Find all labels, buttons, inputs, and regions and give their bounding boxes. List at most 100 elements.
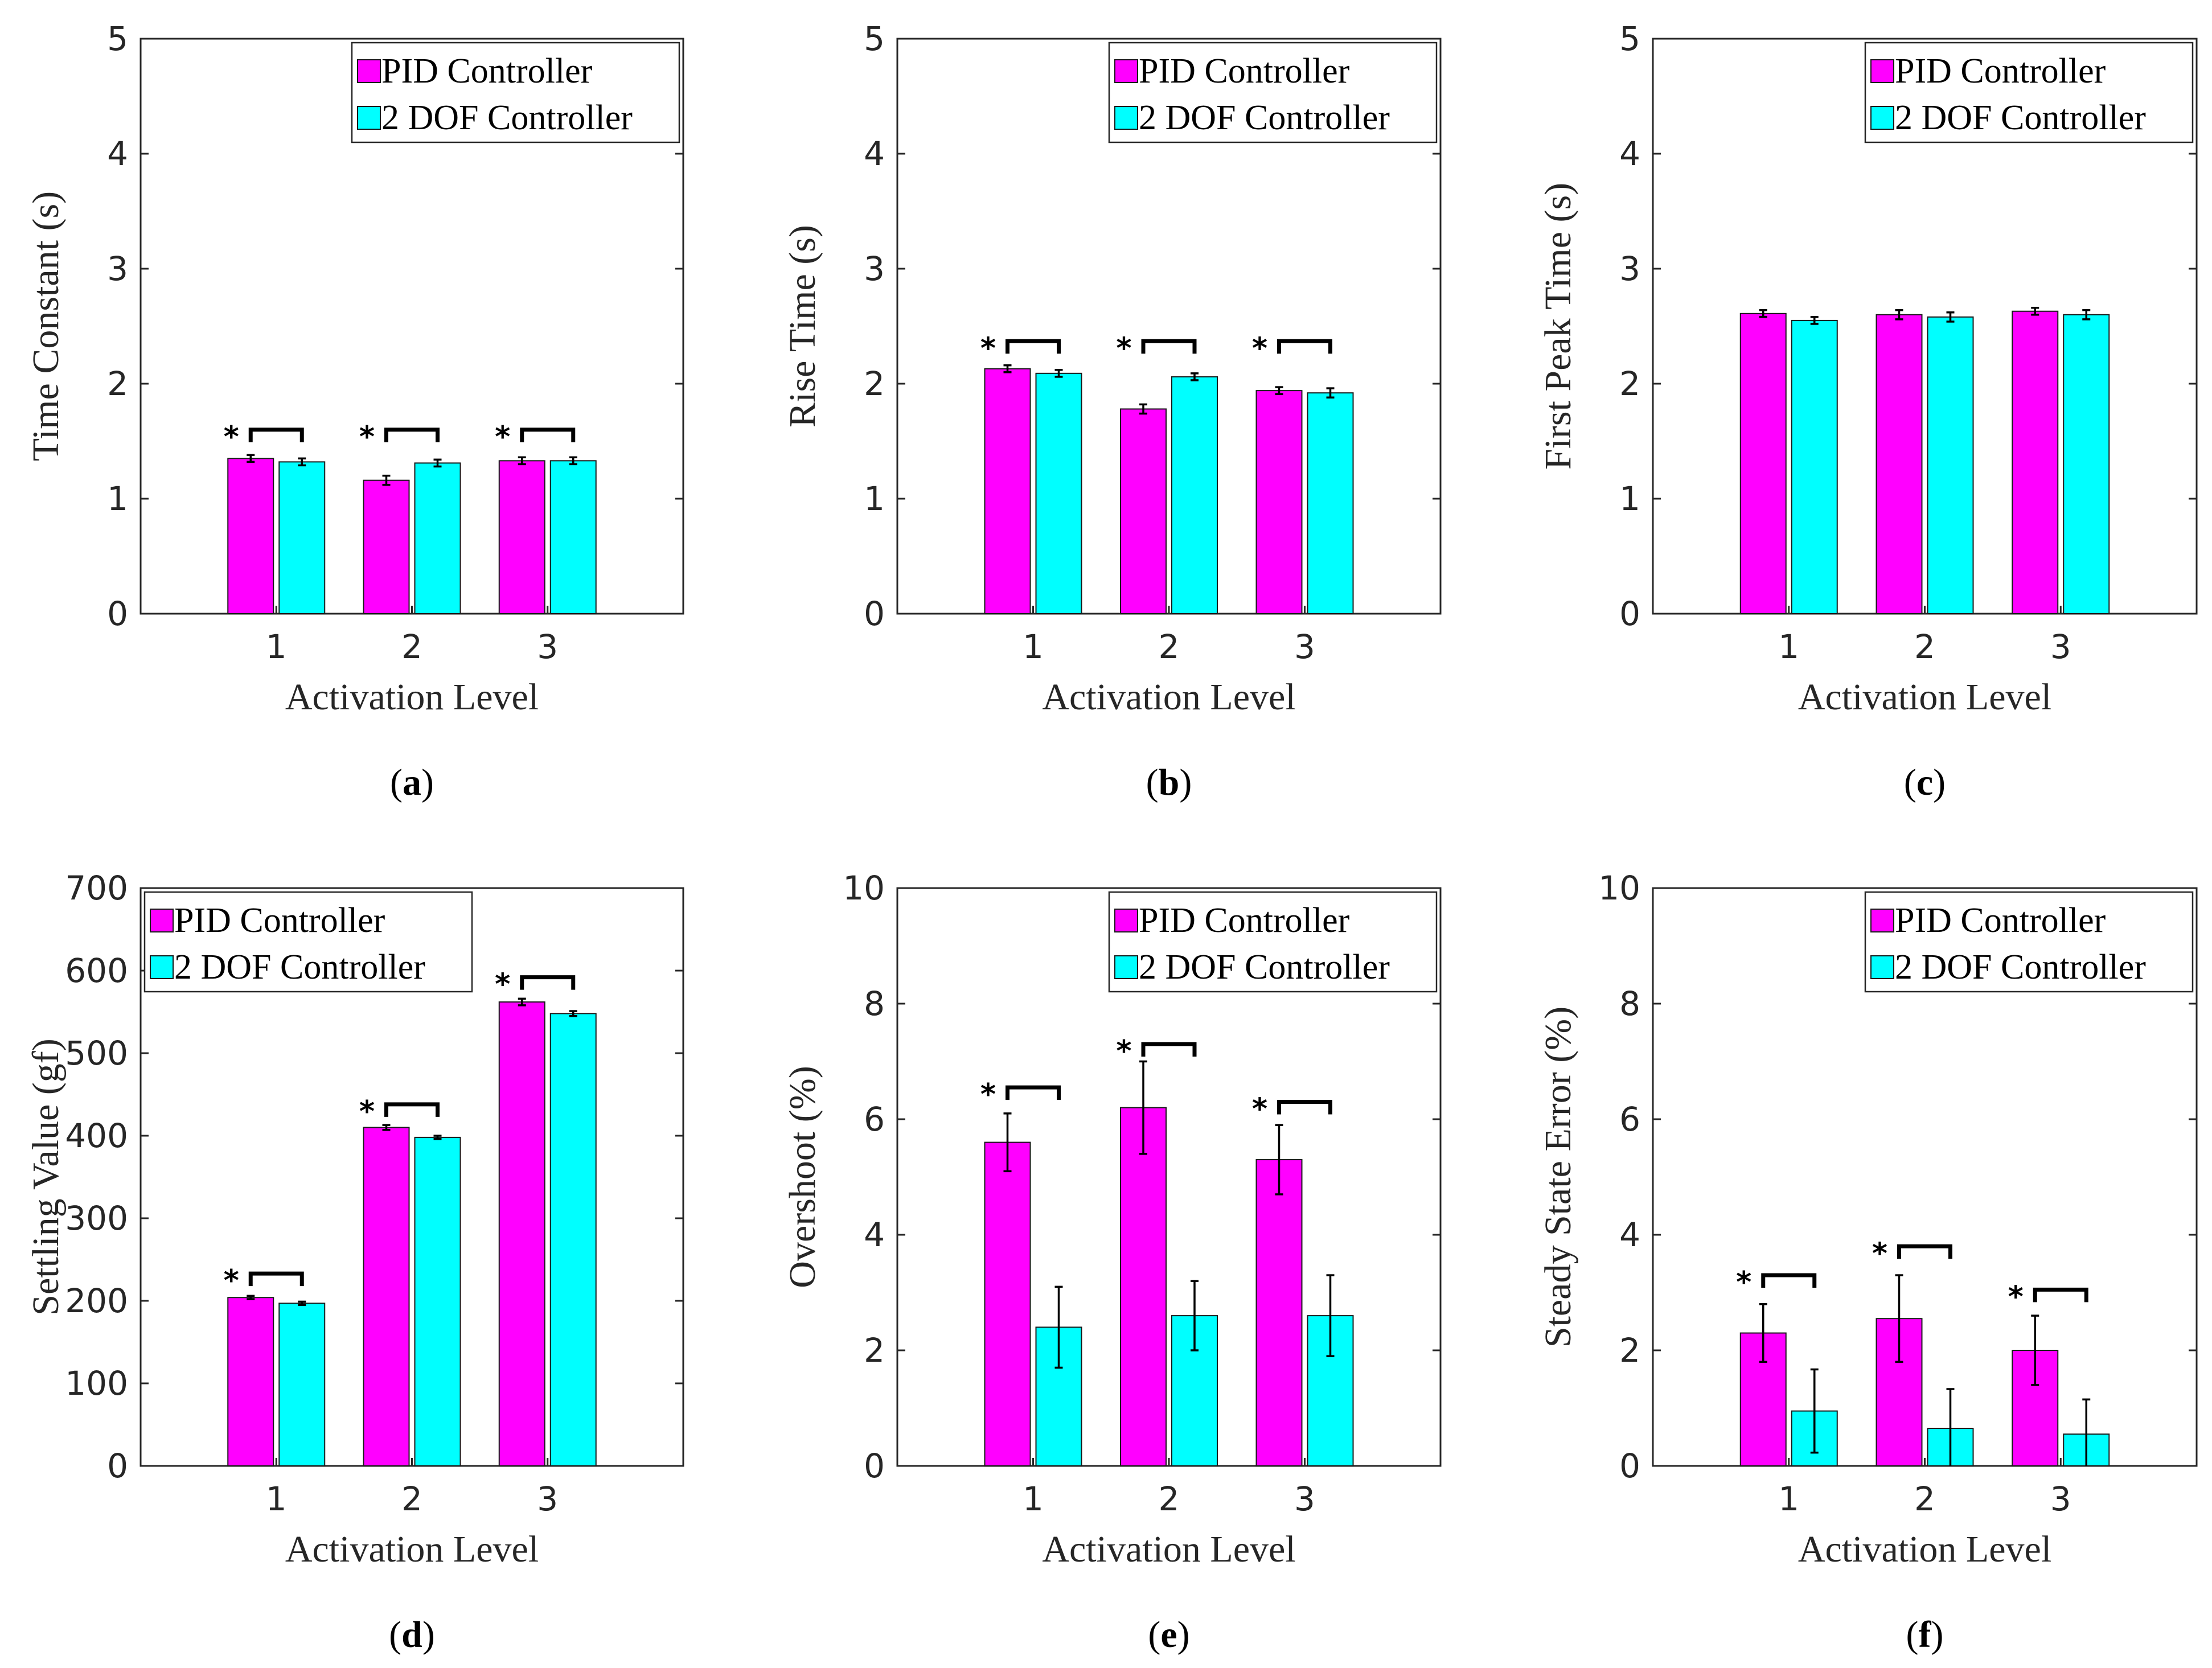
y-tick-label: 100 <box>65 1364 128 1403</box>
chart-panel-b: 0 1 2 3 4 5 1 2 3 * * * PID Controller 2 DOF Controll… <box>782 19 1442 803</box>
y-axis-title: Rise Time (s) <box>782 225 823 428</box>
significance-bracket <box>248 1271 304 1287</box>
legend-swatch-2dof <box>1114 106 1138 130</box>
bar-2dof-controller <box>414 462 461 614</box>
y-tick-label: 200 <box>65 1281 128 1320</box>
y-tick-label: 2 <box>107 364 128 403</box>
significance-bracket <box>1006 1085 1061 1100</box>
significance-star: * <box>359 1095 375 1129</box>
bar-2dof-controller <box>1927 316 1974 614</box>
significance-star: * <box>2008 1280 2024 1314</box>
legend-label-pid: PID Controller <box>1139 901 1350 940</box>
y-tick-label: 1 <box>107 479 128 518</box>
x-tick-label: 3 <box>537 1480 558 1518</box>
legend-swatch-2dof <box>1870 106 1894 130</box>
y-tick-label: 8 <box>1619 984 1640 1023</box>
significance-bracket <box>1761 1273 1817 1288</box>
x-tick-label: 2 <box>401 627 422 666</box>
x-tick-label: 3 <box>537 627 558 666</box>
bar-2dof-controller <box>549 1013 597 1466</box>
legend-box <box>1864 42 2194 143</box>
significance-star: * <box>1872 1236 1887 1271</box>
chart-panel-c: 0 1 2 3 4 5 1 2 3 PID Controller 2 DOF Controller A… <box>1537 19 2198 803</box>
x-tick-label: 1 <box>266 1480 287 1518</box>
legend-box <box>351 42 680 143</box>
bar-2dof-controller <box>414 1136 461 1466</box>
legend: PID Controller 2 DOF Controller <box>351 42 680 143</box>
y-tick-label: 0 <box>1619 594 1640 633</box>
bar-pid-controller <box>1255 390 1303 614</box>
significance-bracket <box>248 428 304 442</box>
panel-caption: (a) <box>390 762 434 803</box>
bar-pid-controller <box>2012 310 2059 614</box>
significance-bracket <box>1277 339 1332 354</box>
legend-label-pid: PID Controller <box>1139 52 1350 91</box>
x-tick-label: 1 <box>1778 1480 1799 1518</box>
legend-label-2dof: 2 DOF Controller <box>174 948 425 987</box>
legend-label-2dof: 2 DOF Controller <box>1139 98 1390 137</box>
significance-star: * <box>359 420 375 454</box>
legend-label-pid: PID Controller <box>174 901 385 940</box>
y-axis-title: Overshoot (%) <box>782 1066 823 1288</box>
y-tick-label: 700 <box>65 869 128 907</box>
bar-2dof-controller <box>278 1303 326 1467</box>
legend-label-pid: PID Controller <box>1895 52 2106 91</box>
bar-2dof-controller <box>2063 314 2110 614</box>
y-tick-label: 0 <box>864 594 885 633</box>
y-tick-label: 0 <box>107 1447 128 1485</box>
significance-bracket <box>520 975 576 990</box>
x-axis-title: Activation Level <box>1798 676 2051 718</box>
significance-star: * <box>1116 331 1131 365</box>
x-tick-label: 1 <box>1023 627 1044 666</box>
y-tick-label: 2 <box>864 1331 885 1370</box>
bar-pid-controller <box>1739 313 1787 614</box>
chart-panel-a: 0 1 2 3 4 5 1 2 3 * * * PID Controller 2 DOF Controll… <box>25 19 684 803</box>
y-tick-label: 4 <box>864 1215 885 1254</box>
bar-pid-controller <box>1120 1107 1167 1466</box>
bar-pid-controller <box>363 479 410 614</box>
y-tick-label: 10 <box>1598 869 1640 907</box>
x-tick-label: 3 <box>1294 1480 1315 1518</box>
x-tick-label: 2 <box>401 1480 422 1518</box>
y-tick-label: 4 <box>107 134 128 173</box>
x-tick-label: 2 <box>1914 1480 1935 1518</box>
bar-2dof-controller <box>1035 1326 1082 1466</box>
y-tick-label: 2 <box>1619 1331 1640 1370</box>
significance-bracket <box>520 428 576 442</box>
panel-caption: (e) <box>1148 1614 1189 1655</box>
bar-pid-controller <box>498 1001 545 1466</box>
y-tick-label: 6 <box>864 1100 885 1139</box>
bar-pid-controller <box>984 1141 1031 1466</box>
y-axis-title: Time Constant (s) <box>25 191 67 461</box>
x-tick-label: 1 <box>1778 627 1799 666</box>
x-axis-title: Activation Level <box>285 1529 539 1570</box>
legend-swatch-2dof <box>357 106 381 130</box>
significance-bracket <box>1277 1100 1332 1115</box>
significance-star: * <box>1116 1034 1131 1069</box>
legend-swatch-pid <box>1114 59 1138 83</box>
y-tick-label: 1 <box>1619 479 1640 518</box>
significance-star: * <box>495 968 510 1002</box>
y-tick-label: 0 <box>107 594 128 633</box>
x-tick-label: 2 <box>1914 627 1935 666</box>
y-tick-label: 0 <box>1619 1447 1640 1485</box>
legend-swatch-pid <box>1870 59 1894 83</box>
legend-box <box>1108 42 1438 143</box>
y-tick-label: 3 <box>107 249 128 288</box>
y-tick-label: 5 <box>1619 19 1640 58</box>
x-tick-label: 3 <box>2050 1480 2071 1518</box>
legend-swatch-2dof <box>1114 955 1138 979</box>
y-tick-label: 600 <box>65 951 128 990</box>
legend: PID Controller 2 DOF Controller <box>1864 891 2194 993</box>
bar-pid-controller <box>498 460 545 615</box>
legend: PID Controller 2 DOF Controller <box>143 891 473 993</box>
bar-pid-controller <box>1255 1159 1303 1467</box>
x-tick-label: 2 <box>1159 627 1180 666</box>
legend-label-2dof: 2 DOF Controller <box>1139 948 1390 987</box>
y-tick-label: 4 <box>864 134 885 173</box>
significance-bracket <box>384 1102 440 1117</box>
y-axis-title: Settling Value (gf) <box>25 1038 67 1315</box>
bar-pid-controller <box>1876 314 1923 614</box>
y-tick-label: 4 <box>1619 1215 1640 1254</box>
